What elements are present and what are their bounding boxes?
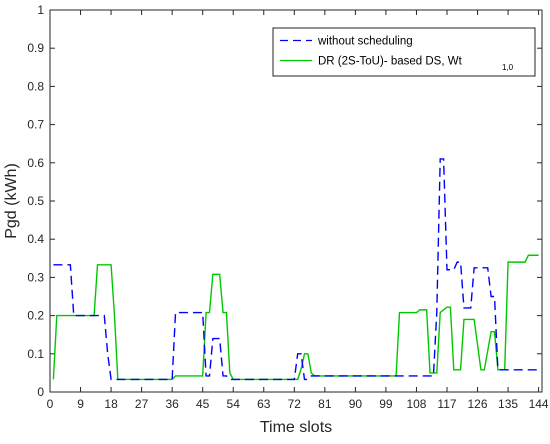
y-tick-label: 0.6 bbox=[27, 156, 44, 170]
tick-labels: 0 9 18 27 36 45 54 63 72 81 90 99 108 117 126 135 144 0 0.… bbox=[27, 3, 549, 411]
legend-label-without-scheduling: without scheduling bbox=[317, 36, 413, 48]
x-tick-label: 0 bbox=[47, 397, 54, 411]
y-tick-label: 0.3 bbox=[27, 270, 44, 284]
x-tick-label: 36 bbox=[165, 397, 179, 411]
series-layer bbox=[52, 158, 539, 381]
x-tick-label: 63 bbox=[257, 397, 271, 411]
y-tick-label: 0.2 bbox=[27, 309, 44, 323]
y-tick-label: 0.9 bbox=[27, 41, 44, 55]
x-tick-label: 135 bbox=[498, 397, 518, 411]
legend-box bbox=[272, 27, 536, 77]
series-line-without-scheduling bbox=[53, 158, 539, 381]
x-tick-label: 126 bbox=[468, 397, 488, 411]
y-tick-label: 0.8 bbox=[27, 79, 44, 93]
y-tick-label: 0.5 bbox=[27, 194, 44, 208]
x-tick-label: 45 bbox=[196, 397, 210, 411]
plot-frame bbox=[49, 9, 543, 393]
legend: without scheduling DR (2S-ToU)- based DS… bbox=[272, 27, 536, 77]
x-axis-title: Time slots bbox=[260, 419, 332, 436]
x-tick-label: 117 bbox=[437, 397, 456, 411]
x-tick-label: 144 bbox=[529, 397, 549, 411]
legend-label-dr-based-ds: DR (2S-ToU)- based DS, Wt bbox=[318, 56, 463, 68]
x-tick-label: 54 bbox=[227, 397, 241, 411]
x-tick-label: 90 bbox=[349, 397, 363, 411]
y-tick-label: 0 bbox=[37, 385, 44, 399]
x-tick-label: 9 bbox=[77, 397, 84, 411]
y-tick-label: 0.7 bbox=[27, 118, 44, 132]
y-axis-title: Pgd (kWh) bbox=[3, 163, 20, 239]
y-tick-label: 0.4 bbox=[27, 232, 44, 246]
x-tick-label: 81 bbox=[318, 397, 332, 411]
x-tick-label: 108 bbox=[406, 397, 426, 411]
x-tick-label: 72 bbox=[288, 397, 302, 411]
y-tick-label: 0.1 bbox=[27, 347, 44, 361]
x-tick-label: 18 bbox=[104, 397, 118, 411]
x-tick-label: 27 bbox=[135, 397, 149, 411]
y-tick-label: 1 bbox=[37, 3, 44, 17]
x-tick-label: 99 bbox=[379, 397, 393, 411]
legend-label-subscript: 1,0 bbox=[502, 63, 514, 72]
